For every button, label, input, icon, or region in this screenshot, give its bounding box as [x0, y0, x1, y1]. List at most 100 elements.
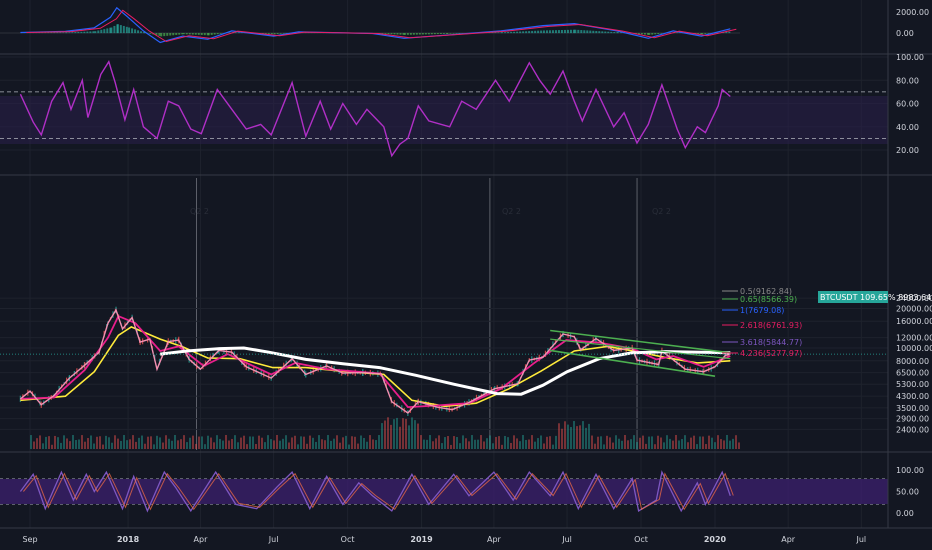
volume-bar: [291, 437, 293, 449]
macd-histogram-bar: [65, 32, 68, 34]
volume-bar: [504, 435, 506, 449]
rsi-axis-label: 60.00: [896, 100, 919, 109]
volume-bar: [327, 435, 329, 449]
time-axis-label: Oct: [634, 535, 648, 544]
volume-bar: [402, 418, 404, 449]
volume-bar: [54, 435, 56, 449]
volume-bar: [615, 435, 617, 449]
volume-bar: [363, 437, 365, 449]
volume-bar: [627, 440, 629, 449]
volume-bar: [378, 435, 380, 449]
macd-histogram-bar: [399, 33, 402, 35]
macd-histogram-bar: [178, 33, 181, 35]
volume-bar: [213, 442, 215, 449]
volume-bar: [624, 435, 626, 449]
macd-histogram-bar: [100, 29, 103, 34]
time-axis-label: 2019: [410, 535, 433, 544]
macd-histogram-bar: [219, 33, 222, 34]
volume-bar: [369, 435, 371, 449]
volume-bar: [81, 435, 83, 449]
volume-bar: [597, 436, 599, 449]
volume-bar: [549, 436, 551, 449]
volume-bar: [75, 439, 77, 449]
volume-bar: [285, 435, 287, 449]
macd-histogram-bar: [92, 31, 95, 34]
volume-bar: [723, 440, 725, 449]
macd-histogram-bar: [583, 30, 586, 34]
macd-histogram-bar: [273, 33, 276, 35]
macd-histogram-bar: [648, 33, 651, 35]
volume-bar: [102, 444, 104, 449]
volume-bar: [216, 435, 218, 449]
macd-histogram-bar: [551, 30, 554, 34]
macd-pane[interactable]: [0, 6, 740, 44]
stoch-axis-label: 0.00: [896, 509, 914, 518]
macd-histogram-bar: [86, 31, 89, 34]
volume-bar: [150, 436, 152, 449]
macd-histogram-bar: [396, 33, 399, 35]
macd-histogram-bar: [418, 33, 421, 35]
volume-bar: [636, 442, 638, 449]
time-axis-label: Jul: [855, 535, 866, 544]
volume-bar: [261, 437, 263, 449]
macd-histogram-bar: [89, 31, 92, 34]
volume-bar: [423, 439, 425, 449]
volume-bar: [621, 440, 623, 449]
macd-histogram-bar: [598, 31, 601, 34]
volume-bar: [237, 442, 239, 449]
volume-bar: [258, 435, 260, 449]
volume-bar: [147, 436, 149, 449]
macd-histogram-bar: [210, 33, 213, 35]
volume-bar: [702, 436, 704, 449]
volume-bar: [681, 439, 683, 449]
volume-bar: [606, 435, 608, 449]
volume-bar: [720, 439, 722, 449]
macd-histogram-bar: [619, 32, 622, 34]
macd-histogram-bar: [137, 30, 140, 34]
volume-bar: [522, 435, 524, 449]
volume-bar: [432, 441, 434, 449]
volume-bar: [195, 443, 197, 449]
macd-histogram-bar: [140, 31, 143, 34]
fibonacci-labels: 0.5(9162.84)0.65(8566.39) 1(7679.08) 2.618…: [722, 287, 802, 358]
volume-bar: [144, 443, 146, 449]
volume-bar: [69, 441, 71, 449]
macd-histogram-bar: [110, 27, 113, 34]
macd-histogram-bar: [384, 33, 387, 34]
macd-histogram-bar: [143, 32, 146, 34]
volume-bar: [510, 442, 512, 449]
macd-histogram-bar: [50, 32, 53, 34]
volume-bar: [60, 442, 62, 449]
rsi-pane[interactable]: [0, 60, 888, 158]
volume-bar: [78, 439, 80, 449]
channel-mid-line: [550, 338, 731, 360]
macd-histogram-bar: [722, 32, 725, 34]
volume-bar: [348, 444, 350, 449]
time-axis[interactable]: Sep 2018 Apr Jul Oct 2019 Apr Jul Oct 2020 Apr Jul: [22, 535, 866, 544]
volume-bar: [534, 441, 536, 449]
macd-axis-label: 0.00: [896, 29, 914, 38]
volume-bar: [558, 423, 560, 449]
volume-bar: [600, 436, 602, 449]
macd-histogram-bar: [700, 33, 703, 35]
macd-histogram-bar: [494, 32, 497, 34]
volume-bar: [132, 435, 134, 449]
volume-bar: [309, 435, 311, 449]
volume-bar: [117, 438, 119, 449]
volume-bar: [657, 435, 659, 449]
time-axis-label: Jul: [561, 535, 572, 544]
price-pane[interactable]: [0, 306, 888, 449]
price-axis-label: 10000.00: [896, 344, 932, 353]
watermark-label: Q2 2: [652, 207, 671, 216]
volume-bar: [540, 435, 542, 449]
stoch-pane[interactable]: [0, 470, 888, 513]
macd-histogram-bar: [390, 33, 393, 35]
macd-histogram-bar: [131, 28, 134, 34]
macd-histogram-bar: [68, 32, 71, 34]
volume-bar: [330, 440, 332, 449]
volume-bar: [444, 437, 446, 449]
volume-bar: [267, 435, 269, 449]
ma-slow-line: [160, 346, 731, 396]
